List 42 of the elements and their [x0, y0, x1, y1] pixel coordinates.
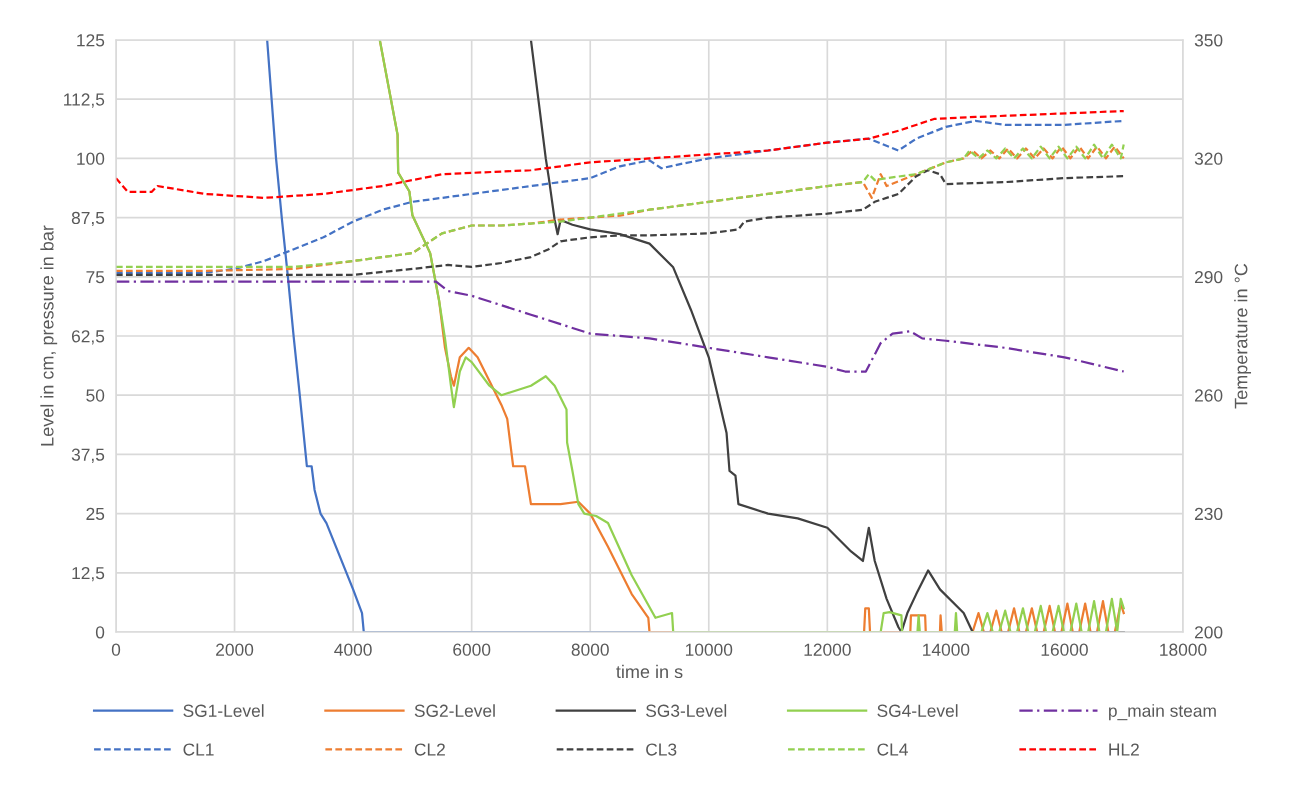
- legend-label: SG4-Level: [877, 704, 958, 717]
- legend-label: SG1-Level: [183, 704, 264, 717]
- y2-tick-label: 200: [1194, 626, 1223, 639]
- y-tick-label: 37,5: [71, 448, 105, 463]
- y-tick-label: 0: [95, 626, 105, 639]
- y-axis-title: Level in cm, pressure in bar: [40, 225, 58, 446]
- y2-tick-label: 320: [1194, 152, 1223, 165]
- y-tick-label: 100: [77, 152, 105, 165]
- legend-label: CL4: [877, 743, 908, 756]
- line-series: [116, 280, 1125, 373]
- x-axis-title: time in s: [616, 664, 683, 679]
- y-tick-label: 62,5: [71, 330, 105, 345]
- x-tick-label: 12000: [804, 643, 851, 656]
- y-tick-label: 50: [86, 389, 105, 402]
- x-tick-label: 0: [111, 643, 121, 656]
- y-tick-label: 12,5: [72, 566, 105, 582]
- legend-label: CL2: [414, 743, 445, 756]
- legend-label: CL1: [183, 743, 214, 756]
- x-tick-label: 8000: [571, 643, 609, 656]
- legend-label: p_main steam: [1109, 704, 1216, 721]
- y-tick-label: 125: [77, 34, 105, 47]
- line-series: [116, 109, 1125, 199]
- x-tick-label: 14000: [923, 643, 970, 656]
- y2-tick-label: 290: [1194, 270, 1223, 284]
- x-tick-label: 10000: [685, 643, 733, 656]
- legend-label: HL2: [1109, 743, 1139, 756]
- x-tick-label: 2000: [216, 643, 254, 656]
- y-tick-label: 75: [86, 271, 105, 284]
- y-tick-label: 25: [86, 507, 105, 521]
- x-tick-label: 16000: [1041, 643, 1088, 656]
- y2-tick-label: 350: [1194, 34, 1223, 47]
- legend-label: SG2-Level: [414, 704, 495, 717]
- x-tick-label: 18000: [1160, 643, 1207, 656]
- y2-axis-title: Temperature in °C: [1234, 263, 1252, 409]
- y2-tick-label: 260: [1194, 389, 1223, 402]
- legend-label: SG3-Level: [646, 704, 727, 717]
- y2-tick-label: 230: [1194, 507, 1223, 521]
- x-tick-label: 4000: [334, 643, 372, 656]
- y-tick-label: 87,5: [71, 211, 105, 227]
- y-tick-label: 112,5: [64, 93, 105, 108]
- x-tick-label: 6000: [453, 643, 491, 656]
- legend-label: CL3: [646, 743, 677, 756]
